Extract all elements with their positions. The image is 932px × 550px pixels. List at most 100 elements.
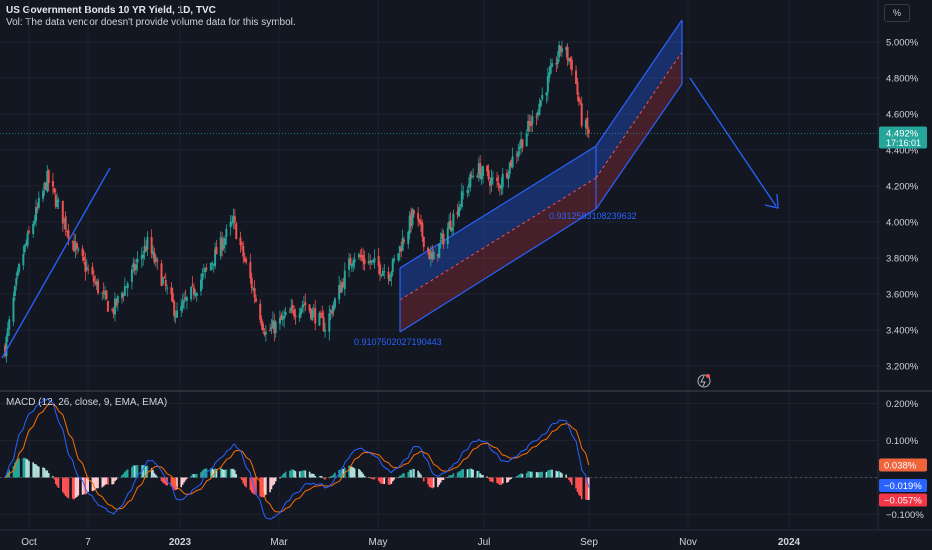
candle-body bbox=[421, 222, 424, 238]
candle-body bbox=[202, 270, 205, 272]
histogram-bar bbox=[486, 476, 489, 478]
candle-body bbox=[352, 260, 355, 266]
histogram-bar bbox=[352, 467, 355, 478]
histogram-bar bbox=[380, 477, 383, 484]
histogram-bar bbox=[531, 471, 534, 478]
candle-body bbox=[359, 254, 362, 258]
candle-body bbox=[154, 257, 157, 261]
candle-body bbox=[393, 258, 396, 261]
macd-tick-label: 0.200% bbox=[886, 399, 919, 410]
histogram-bar bbox=[293, 470, 295, 478]
candle-body bbox=[575, 70, 578, 85]
time-axis[interactable]: Oct 7 2023 Mar May Jul Sep Nov 2024 bbox=[21, 537, 800, 548]
histogram-bar bbox=[12, 465, 15, 478]
histogram-bar bbox=[231, 468, 233, 478]
candle-body bbox=[520, 139, 523, 148]
axis-badges: 4.492%17:16:01 0.038% −0.019% −0.057% bbox=[879, 126, 927, 507]
candle-body bbox=[401, 238, 404, 251]
candle-body bbox=[116, 296, 119, 303]
histogram-bar bbox=[162, 477, 164, 483]
histogram-bar bbox=[150, 468, 153, 478]
candle-body bbox=[91, 266, 94, 275]
candle-body bbox=[53, 187, 56, 193]
alert-icon[interactable] bbox=[697, 374, 711, 388]
candle-body bbox=[180, 306, 183, 312]
histogram-bar bbox=[279, 477, 281, 479]
histogram-bar bbox=[193, 474, 195, 478]
histogram-bar bbox=[224, 469, 226, 478]
candle-body bbox=[245, 259, 248, 263]
candle-body bbox=[15, 278, 18, 286]
candle-body bbox=[63, 218, 66, 222]
channel2-top-line bbox=[595, 19, 683, 147]
candle-body bbox=[195, 292, 198, 297]
candle-body bbox=[84, 261, 87, 272]
candle-body bbox=[418, 219, 421, 223]
candle-body bbox=[333, 298, 336, 308]
channel-drawings[interactable] bbox=[399, 19, 683, 333]
candle-body bbox=[16, 270, 19, 277]
histogram-bar bbox=[569, 477, 572, 483]
candle-body bbox=[448, 221, 451, 230]
candle-body bbox=[298, 313, 301, 319]
candle-body bbox=[302, 304, 305, 306]
histogram-bar bbox=[280, 476, 283, 478]
histogram-bar bbox=[76, 477, 78, 497]
histogram-bar bbox=[73, 477, 75, 500]
time-label: Sep bbox=[580, 537, 598, 548]
trend-drawings[interactable]: 0.9107502027190443 0.9312583108239632 bbox=[1, 77, 779, 359]
candle-body bbox=[204, 267, 207, 273]
candle-body bbox=[75, 243, 78, 249]
candle-body bbox=[521, 139, 524, 148]
candle-body bbox=[153, 252, 156, 263]
candle-body bbox=[549, 66, 552, 74]
histogram-bar bbox=[558, 470, 560, 478]
histogram-bar bbox=[195, 473, 198, 478]
percent-scale-button[interactable]: % bbox=[884, 4, 910, 22]
histogram-bar bbox=[211, 468, 214, 478]
histogram-bar bbox=[452, 473, 455, 478]
candle-body bbox=[312, 309, 315, 311]
candle-body bbox=[487, 170, 490, 179]
histogram-bar bbox=[38, 466, 40, 478]
candlestick-series bbox=[4, 40, 590, 363]
histogram-bar bbox=[152, 470, 154, 478]
price-tick-label: 3.400% bbox=[886, 326, 919, 337]
macd-tick-label: 0.100% bbox=[886, 436, 919, 447]
signal-line bbox=[4, 403, 590, 513]
histogram-bar bbox=[164, 477, 167, 485]
candle-body bbox=[271, 320, 274, 329]
histogram-bar bbox=[399, 475, 401, 478]
histogram-bar bbox=[407, 472, 410, 478]
candle-body bbox=[92, 276, 95, 282]
macd-badge-text: −0.019% bbox=[884, 481, 922, 492]
histogram-bar bbox=[43, 467, 46, 478]
histogram-bar bbox=[441, 477, 443, 481]
price-tick-label: 5.000% bbox=[886, 38, 919, 49]
price-axis[interactable]: 5.000% 4.800% 4.600% 4.400% 4.200% 4.000% 3.80… bbox=[886, 38, 924, 522]
symbol-title[interactable]: US Government Bonds 10 YR Yield, 1D, TVC bbox=[6, 5, 216, 16]
histogram-bar bbox=[303, 470, 305, 478]
candle-body bbox=[466, 190, 469, 193]
histogram-bar bbox=[456, 472, 459, 478]
channel1-lower-fill bbox=[400, 178, 596, 332]
histogram-bar bbox=[205, 468, 208, 478]
candle-body bbox=[160, 263, 163, 286]
candle-body bbox=[348, 258, 351, 270]
candle-body bbox=[367, 260, 370, 264]
histogram-bar bbox=[518, 474, 521, 478]
time-label: Mar bbox=[270, 537, 288, 548]
histogram-bar bbox=[25, 458, 27, 478]
candle-body bbox=[481, 166, 484, 176]
histogram-bar bbox=[417, 470, 419, 478]
candle-body bbox=[254, 298, 257, 302]
histogram-bar bbox=[400, 475, 403, 478]
histogram-bar bbox=[45, 470, 47, 478]
candle-body bbox=[560, 47, 563, 53]
candle-body bbox=[412, 210, 415, 214]
candle-body bbox=[250, 277, 253, 289]
candle-body bbox=[205, 268, 208, 270]
candle-body bbox=[545, 92, 548, 96]
candle-body bbox=[112, 309, 115, 315]
